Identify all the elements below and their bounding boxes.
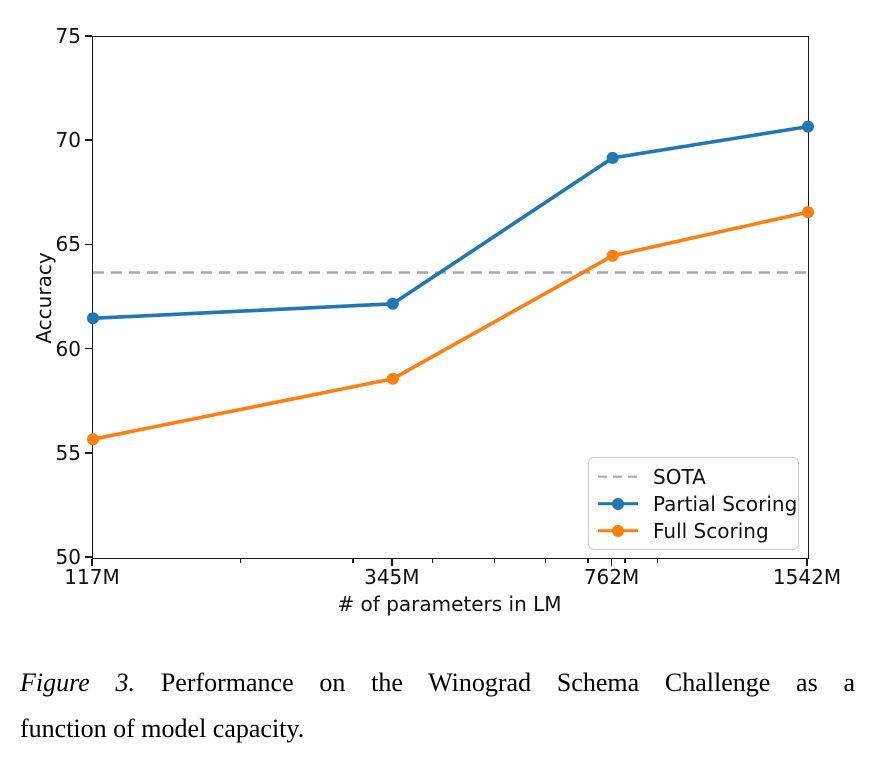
x-axis-label: # of parameters in LM [337, 592, 562, 616]
full-scoring-line-icon [598, 524, 638, 538]
data-point-full-scoring [606, 249, 619, 262]
legend-label-partial-scoring: Partial Scoring [653, 491, 798, 516]
x-minor-tick-mark [544, 558, 546, 563]
y-tick-mark [85, 556, 92, 558]
data-point-partial-scoring [606, 151, 619, 164]
y-tick-mark [85, 452, 92, 454]
y-tick-label: 75 [55, 24, 81, 48]
x-minor-tick-mark [587, 558, 589, 563]
legend-item-partial-scoring: Partial Scoring [598, 490, 797, 517]
y-tick-label: 55 [55, 440, 81, 465]
x-tick-mark [610, 558, 613, 566]
x-tick-label: 762M [583, 564, 640, 589]
data-point-partial-scoring [87, 312, 99, 325]
data-point-full-scoring [386, 372, 399, 385]
y-tick-label: 50 [55, 545, 81, 569]
x-tick-mark [391, 558, 393, 566]
partial-scoring-line-icon [598, 497, 638, 511]
y-tick-label: 70 [55, 128, 81, 153]
x-minor-tick-mark [657, 558, 659, 563]
legend: SOTA Partial Scoring Full Scoring [588, 457, 799, 550]
data-point-partial-scoring [802, 120, 814, 133]
y-tick-mark [85, 347, 92, 350]
x-minor-tick-mark [624, 558, 626, 563]
plot-area [87, 36, 814, 559]
legend-item-sota: SOTA [598, 463, 790, 490]
legend-item-full-scoring: Full Scoring [598, 517, 790, 544]
y-tick-mark [85, 139, 92, 141]
caption-figure-label: Figure 3. [20, 668, 136, 697]
x-minor-tick-mark [352, 558, 354, 563]
y-tick-mark [85, 243, 92, 246]
series-line-partial-scoring [92, 124, 809, 321]
x-tick-mark [91, 558, 93, 566]
y-axis-label: Accuracy [32, 252, 56, 344]
caption-text-line1: Performance on the Winograd Schema Chall… [160, 668, 855, 697]
legend-label-sota: SOTA [653, 464, 706, 489]
y-tick-label: 60 [55, 336, 81, 361]
x-minor-tick-mark [494, 558, 496, 563]
x-tick-mark [806, 558, 808, 566]
x-minor-tick-mark [240, 558, 242, 563]
figure-caption: Figure 3. Performance on the Winograd Sc… [20, 660, 855, 752]
y-tick-label: 65 [55, 232, 81, 257]
x-minor-tick-mark [432, 558, 434, 563]
data-point-partial-scoring [386, 297, 399, 310]
sota-dashed-line-icon [598, 470, 638, 484]
caption-line-2: function of model capacity. [20, 714, 305, 743]
y-tick-mark [85, 35, 92, 37]
legend-label-full-scoring: Full Scoring [653, 518, 769, 543]
series-line-full-scoring [92, 210, 809, 441]
data-point-full-scoring [802, 206, 814, 219]
x-tick-label: 345M [364, 564, 420, 589]
x-tick-label: 1542M [772, 564, 842, 589]
caption-line-1: Figure 3. Performance on the Winograd Sc… [20, 660, 855, 706]
chart-canvas [87, 120, 814, 446]
data-point-full-scoring [87, 433, 99, 446]
x-tick-label: 117M [64, 564, 120, 589]
